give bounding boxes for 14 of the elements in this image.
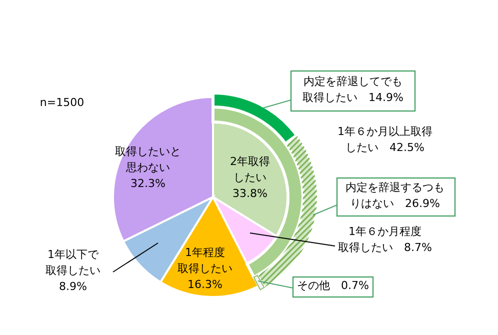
- data-label: 8.9%: [59, 280, 87, 293]
- slice-label: その他 0.7%: [297, 279, 369, 292]
- slice-label: 1年６か月以上取得したい 42.5%: [338, 125, 432, 154]
- data-label: 32.3%: [130, 177, 166, 190]
- slice-label: 2年取得したい: [230, 155, 270, 184]
- slice-label: 1年６か月程度取得したい 8.7%: [338, 225, 432, 254]
- slice-label: 取得したいと思わない: [115, 145, 181, 174]
- slice-label: 内定を辞退するつもりはない 26.9%: [346, 181, 444, 210]
- slice-label: 内定を辞退してでも取得したい 14.9%: [302, 75, 404, 104]
- data-label: 33.8%: [232, 187, 268, 200]
- text: n=1500: [40, 96, 84, 109]
- slice-label: 1年以下で取得したい: [46, 248, 100, 277]
- data-label: 16.3%: [188, 278, 222, 291]
- slice-label: 1年程度取得したい: [178, 246, 232, 275]
